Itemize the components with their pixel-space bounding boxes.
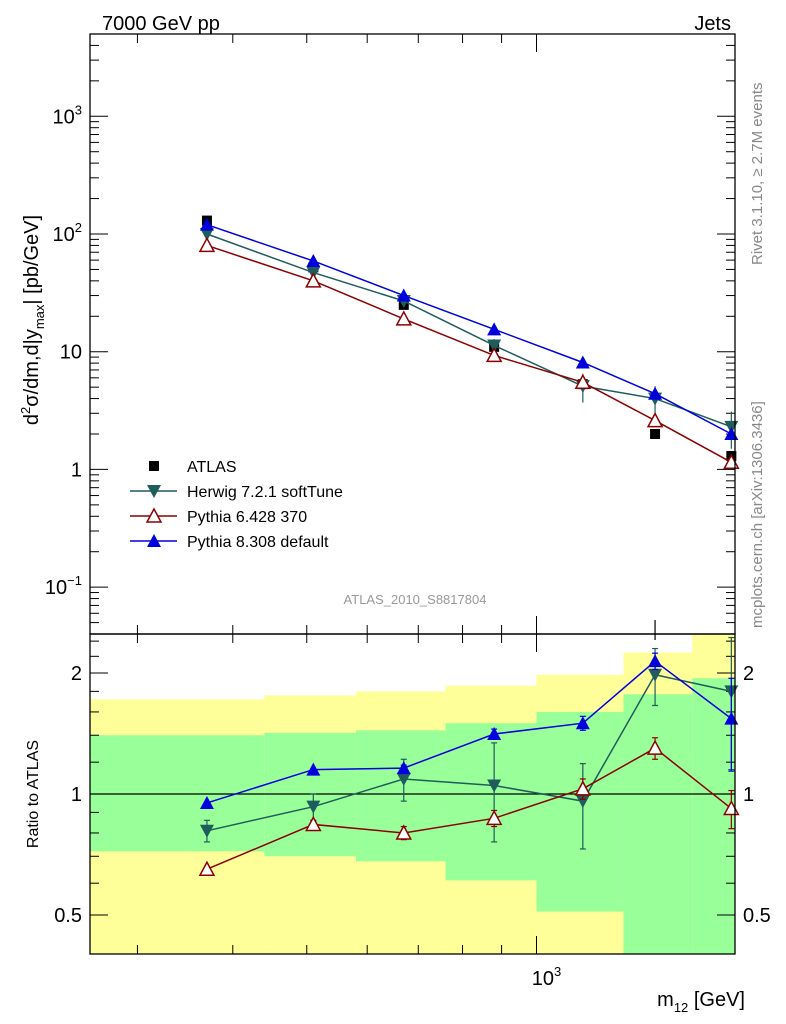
data-point <box>574 373 592 390</box>
y-tick-labels: 10−1 1 10 102 103 0.5 0.5 1 1 2 2 103 <box>45 102 771 990</box>
main-y-tick-label: 10−1 <box>45 573 82 599</box>
rivet-label: Rivet 3.1.10, ≥ 2.7M events <box>749 83 766 266</box>
data-point <box>648 386 663 400</box>
ratio-point <box>396 772 411 786</box>
data-point <box>305 272 322 288</box>
main-y-tick-label: 102 <box>53 220 82 246</box>
legend-label: Pythia 8.308 default <box>187 534 329 551</box>
ratio-point <box>648 668 663 682</box>
data-point <box>198 236 216 253</box>
ratio-bands <box>90 634 735 954</box>
ratio-point <box>648 654 663 668</box>
ratio-point <box>646 739 664 755</box>
legend-marker <box>145 507 163 523</box>
x-axis-label: m12 [GeV] <box>657 989 745 1015</box>
main-y-axis-label: d2σ/dm,d|ymax| [pb/GeV] <box>18 215 47 425</box>
ratio-series <box>90 620 740 876</box>
data-point <box>487 322 502 336</box>
legend-marker <box>149 461 159 471</box>
ratio-y-tick-label-right: 0.5 <box>743 905 771 927</box>
band-inner <box>355 730 446 862</box>
ratio-point <box>306 762 321 776</box>
ratio-point <box>487 727 502 741</box>
legend-label: ATLAS <box>187 459 237 476</box>
ratio-point <box>395 824 413 840</box>
header-left: 7000 GeV pp <box>102 13 220 35</box>
ratio-point <box>305 815 322 832</box>
ratio-point <box>574 780 592 796</box>
ratio-y-tick-label: 0.5 <box>54 905 82 927</box>
x-tick-label: 103 <box>532 964 561 990</box>
band-inner <box>623 694 693 954</box>
main-y-tick-label: 103 <box>53 102 82 128</box>
legend-marker <box>147 534 161 547</box>
data-point <box>646 412 664 428</box>
ratio-point <box>199 795 214 809</box>
legend: ATLAS Herwig 7.2.1 softTune Pythia 6.428 3… <box>130 459 343 551</box>
data-point <box>395 310 413 326</box>
data-point <box>650 429 661 439</box>
ratio-point <box>575 716 590 730</box>
ratio-y-tick-label: 1 <box>71 784 82 806</box>
ratio-y-axis-label: Ratio to ATLAS <box>25 740 42 848</box>
ratio-plot-frame <box>89 633 736 955</box>
main-y-tick-label: 10 <box>60 342 82 364</box>
header-right: Jets <box>694 13 731 35</box>
ratio-point <box>575 795 590 809</box>
band-inner <box>536 711 624 912</box>
ratio-point <box>199 824 214 838</box>
legend-label: Herwig 7.2.1 softTune <box>187 484 343 501</box>
data-point <box>199 217 214 231</box>
legend-marker <box>147 485 161 498</box>
mcplots-label: mcplots.cern.ch [arXiv:1306.3436] <box>749 401 766 628</box>
legend-label: Pythia 6.428 370 <box>187 509 307 526</box>
data-point <box>199 228 214 241</box>
main-series <box>198 215 740 470</box>
ratio-point <box>198 860 216 876</box>
series-line <box>206 223 732 435</box>
analysis-id: ATLAS_2010_S8817804 <box>344 592 487 607</box>
data-point <box>306 253 321 267</box>
data-point <box>485 346 503 363</box>
ratio-point <box>485 809 503 826</box>
ratio-y-tick-label: 2 <box>71 663 82 685</box>
data-point <box>575 355 590 369</box>
ratio-y-tick-label-right: 1 <box>743 784 754 806</box>
main-y-tick-label: 1 <box>71 459 82 481</box>
band-inner <box>445 723 537 881</box>
data-point <box>487 339 502 353</box>
ratio-point <box>306 800 321 814</box>
ratio-y-tick-label-right: 2 <box>743 663 754 685</box>
data-point <box>396 288 411 302</box>
ratio-point <box>396 761 411 775</box>
ratio-point <box>487 779 502 793</box>
